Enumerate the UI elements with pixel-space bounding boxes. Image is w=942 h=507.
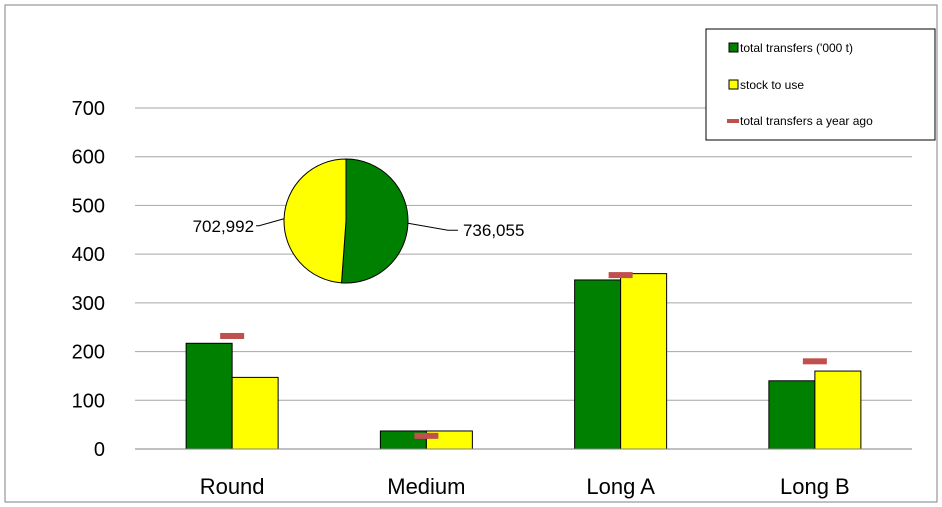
y-tick-label: 600 bbox=[72, 147, 105, 169]
category-label: Long A bbox=[586, 474, 655, 499]
bar-total-transfers-round bbox=[185, 342, 233, 450]
legend-swatch bbox=[728, 79, 739, 90]
category-labels: Round Medium Long A Long B bbox=[200, 474, 850, 499]
bar-total-transfers-long-a bbox=[574, 279, 622, 450]
legend-swatch bbox=[728, 42, 739, 53]
pie-slice-green bbox=[340, 158, 409, 284]
bar-stock-to-use-round bbox=[231, 376, 279, 450]
bars bbox=[185, 272, 862, 450]
y-tick-label: 100 bbox=[72, 390, 105, 412]
bar-total-transfers-long-b bbox=[768, 380, 816, 450]
pie-label: 736,055 bbox=[463, 221, 524, 240]
y-tick-label: 700 bbox=[72, 98, 105, 120]
pie-leader-line bbox=[407, 222, 458, 231]
category-label: Medium bbox=[387, 474, 465, 499]
legend-box bbox=[705, 28, 936, 141]
legend-entry: stock to use bbox=[740, 78, 804, 92]
legend-entry: total transfers ('000 t) bbox=[740, 41, 853, 55]
pie-label: 702,992 bbox=[193, 217, 254, 236]
bar-stock-to-use-long-b bbox=[814, 370, 862, 450]
pie-leader-line bbox=[256, 218, 285, 227]
legend-swatch bbox=[727, 119, 739, 123]
y-tick-label: 500 bbox=[72, 195, 105, 217]
legend-entry: total transfers a year ago bbox=[740, 114, 873, 128]
y-axis-ticks: 0 100 200 300 400 500 600 700 bbox=[72, 98, 105, 461]
marker-year-ago-long-a bbox=[608, 272, 633, 279]
marker-year-ago-long-b bbox=[802, 358, 827, 365]
y-tick-label: 0 bbox=[94, 439, 105, 461]
bar-stock-to-use-long-a bbox=[620, 273, 668, 450]
y-tick-label: 400 bbox=[72, 244, 105, 266]
y-tick-label: 200 bbox=[72, 342, 105, 364]
y-tick-label: 300 bbox=[72, 293, 105, 315]
category-label: Round bbox=[200, 474, 265, 499]
marker-year-ago-medium bbox=[414, 432, 439, 439]
legend: total transfers ('000 t) stock to use tota… bbox=[705, 28, 936, 141]
inset-pie-chart: 736,055 702,992 bbox=[193, 158, 524, 284]
category-label: Long B bbox=[780, 474, 850, 499]
marker-year-ago-round bbox=[220, 332, 245, 339]
